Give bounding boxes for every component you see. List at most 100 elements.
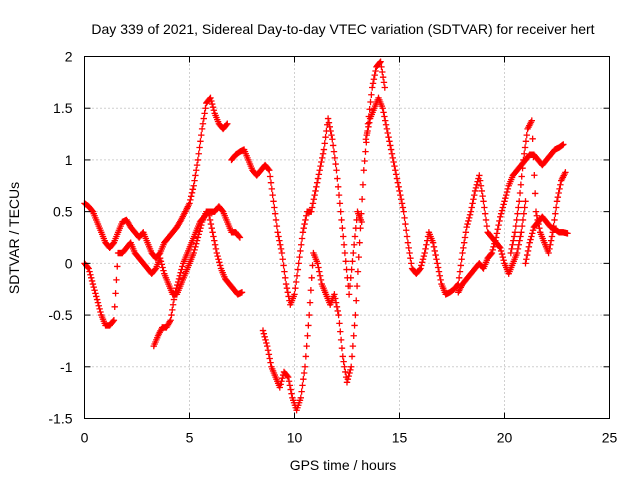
data-point — [521, 150, 528, 157]
data-point — [514, 245, 522, 253]
data-point — [468, 204, 475, 211]
data-point — [547, 241, 554, 248]
data-point — [307, 287, 315, 294]
data-point — [214, 252, 221, 260]
data-point — [348, 363, 355, 370]
data-point — [458, 256, 465, 263]
data-point — [512, 222, 520, 230]
data-point — [382, 121, 390, 128]
data-point — [285, 378, 293, 385]
data-point — [348, 353, 356, 360]
data-point — [311, 191, 318, 199]
data-point — [199, 120, 207, 127]
data-point — [333, 303, 341, 310]
series-track-2 — [81, 203, 244, 329]
data-point — [500, 257, 507, 264]
data-point — [192, 243, 199, 251]
data-point — [322, 133, 329, 141]
data-point — [309, 200, 317, 207]
data-point — [408, 260, 415, 267]
data-point — [476, 172, 483, 179]
data-point — [388, 150, 396, 157]
data-point — [208, 100, 216, 108]
data-point — [497, 247, 505, 255]
data-point — [459, 249, 466, 257]
data-point — [193, 167, 200, 174]
data-point — [211, 237, 218, 244]
data-point — [168, 311, 175, 319]
data-point — [267, 359, 274, 366]
data-point — [433, 256, 440, 263]
data-point — [492, 234, 500, 241]
data-point — [369, 84, 376, 91]
data-point — [304, 332, 311, 339]
data-point — [344, 375, 352, 383]
data-markers — [81, 58, 571, 414]
data-point — [522, 260, 529, 267]
data-point — [378, 63, 385, 71]
series-track-4 — [228, 115, 365, 308]
data-point — [295, 260, 302, 267]
data-point — [369, 80, 377, 87]
data-point — [315, 171, 323, 178]
data-point — [112, 290, 119, 297]
data-point — [308, 274, 315, 282]
data-point — [266, 173, 274, 180]
data-point — [399, 204, 407, 211]
data-point — [376, 59, 383, 66]
data-point — [109, 318, 117, 325]
data-point — [392, 171, 400, 178]
data-point — [298, 241, 305, 248]
data-point — [329, 142, 337, 149]
data-point — [560, 141, 567, 148]
data-point — [288, 390, 295, 397]
data-point — [332, 160, 339, 168]
data-point — [198, 131, 205, 139]
data-point — [90, 283, 97, 291]
plot-frame — [84, 56, 610, 419]
data-point — [556, 185, 563, 193]
data-point — [479, 192, 486, 200]
data-point — [536, 224, 543, 232]
data-point — [528, 117, 535, 124]
data-point — [473, 181, 480, 188]
data-point — [334, 183, 342, 191]
data-point — [381, 113, 388, 120]
data-point — [499, 204, 507, 211]
data-point — [546, 245, 553, 253]
data-point — [419, 256, 427, 263]
data-point — [277, 241, 284, 248]
data-point — [435, 268, 443, 275]
data-point — [471, 191, 478, 199]
data-point — [354, 268, 362, 275]
data-point — [368, 91, 375, 98]
data-point — [370, 76, 378, 83]
data-point — [308, 204, 316, 211]
data-point — [555, 189, 562, 197]
data-point — [490, 243, 497, 251]
data-point — [321, 140, 328, 147]
data-point — [362, 136, 370, 143]
data-point — [329, 136, 336, 143]
data-point — [407, 254, 414, 262]
data-point — [278, 378, 285, 385]
data-point — [276, 384, 283, 391]
data-point — [277, 245, 285, 253]
y-tick-label: -1.5 — [48, 411, 72, 427]
data-point — [341, 249, 349, 257]
data-point — [266, 167, 273, 174]
data-point — [178, 266, 185, 273]
data-point — [193, 161, 201, 169]
data-point — [362, 148, 369, 155]
data-point — [271, 204, 278, 211]
data-point — [310, 196, 318, 203]
data-point — [279, 256, 286, 263]
data-point — [500, 201, 507, 208]
data-point — [335, 191, 343, 199]
data-point — [306, 311, 313, 319]
data-point — [294, 266, 302, 273]
data-point — [393, 175, 401, 182]
data-point — [193, 240, 200, 247]
data-point — [211, 241, 219, 248]
